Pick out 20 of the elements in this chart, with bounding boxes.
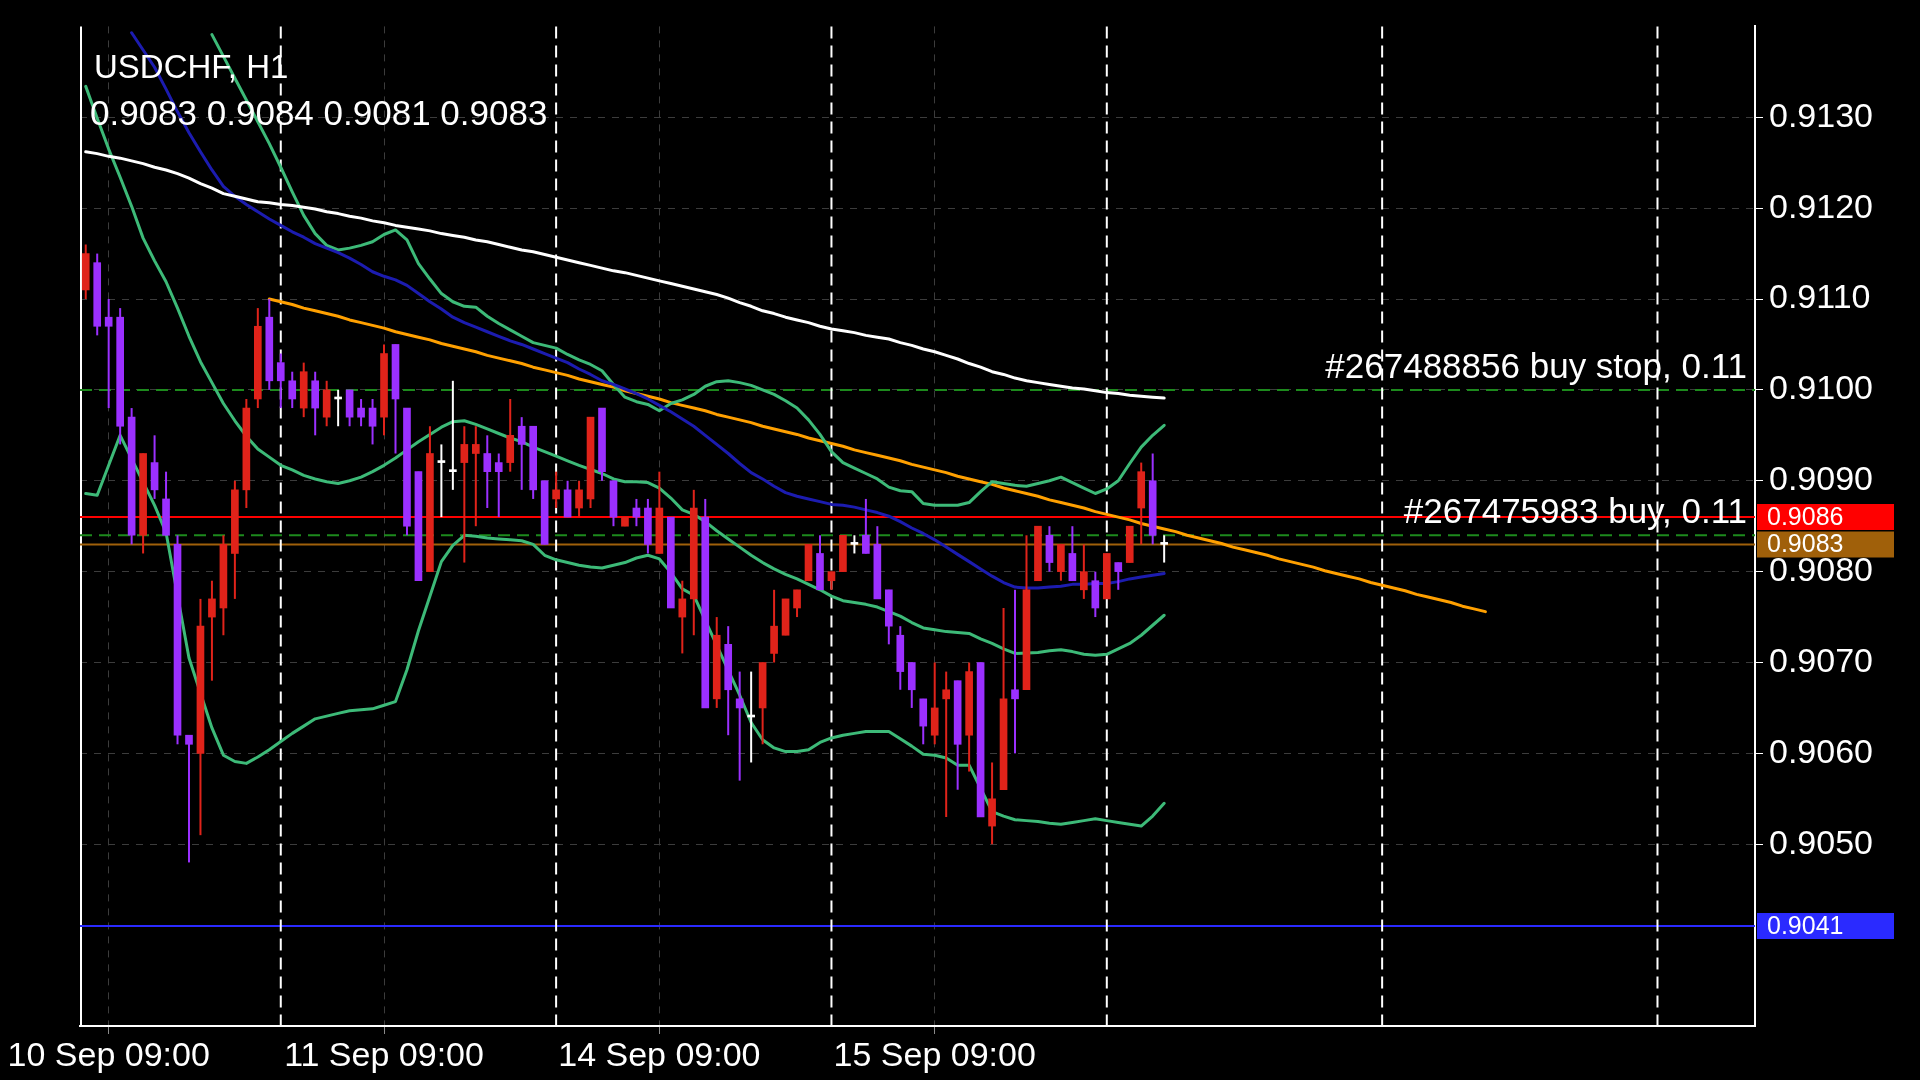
- y-tick-label: 0.9050: [1769, 822, 1873, 861]
- ref-line-label: 0.9086: [1767, 502, 1844, 530]
- ref-line-label: #267488856 buy stop, 0.11: [1325, 345, 1747, 385]
- y-tick-label: 0.9090: [1769, 459, 1873, 498]
- ref-line-label: 0.9041: [1767, 910, 1844, 939]
- y-tick-label: 0.9120: [1769, 186, 1873, 225]
- x-tick-label: 14 Sep 09:00: [558, 1034, 761, 1073]
- candlestick: [667, 516, 675, 609]
- ref-line-label: 0.9083: [1767, 529, 1844, 558]
- candlestick: [1160, 534, 1168, 564]
- y-tick-label: 0.9130: [1769, 95, 1873, 134]
- y-tick-label: 0.9110: [1769, 277, 1871, 316]
- y-tick-label: 0.9100: [1769, 368, 1873, 407]
- x-tick-label: 11 Sep 09:00: [284, 1034, 484, 1073]
- x-tick-label: 15 Sep 09:00: [833, 1034, 1036, 1073]
- candlestick: [449, 379, 457, 491]
- y-tick-label: 0.9070: [1769, 640, 1873, 679]
- candlestick: [1034, 525, 1042, 582]
- y-tick-label: 0.9060: [1769, 731, 1873, 770]
- x-tick-label: 10 Sep 09:00: [7, 1034, 210, 1073]
